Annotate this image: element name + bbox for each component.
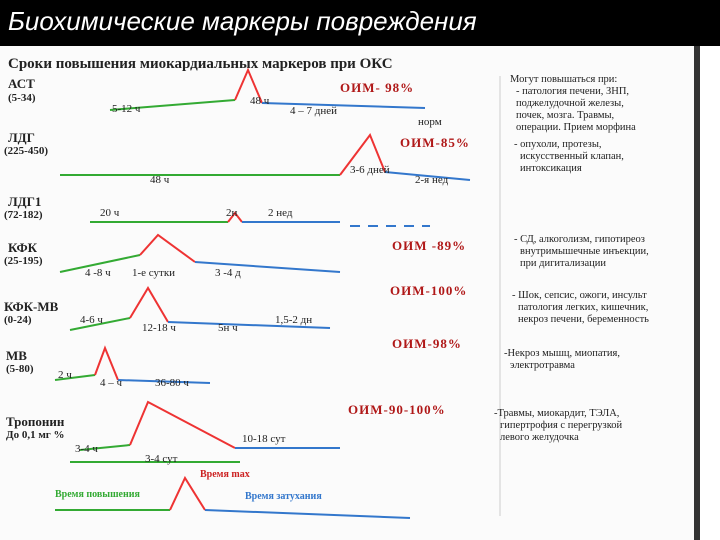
- legend-rise: Время повышения: [55, 489, 141, 500]
- decay: [167, 321, 331, 329]
- note-line: некроз печени, беременность: [518, 314, 649, 325]
- rise: [109, 99, 236, 111]
- time-label: 48 ч: [250, 95, 270, 107]
- marker-name: КФК-МВ: [4, 299, 59, 314]
- note-line: -Травмы, миокардит, ТЭЛА,: [494, 408, 619, 419]
- time-label: норм: [418, 116, 442, 128]
- marker-name: Тропонин: [6, 414, 65, 429]
- decay: [261, 102, 426, 109]
- time-label: 36-80 ч: [155, 377, 189, 389]
- oim-label: ОИМ-85%: [400, 135, 470, 150]
- time-label: 3-6 дней: [350, 164, 390, 176]
- note-line: при дигитализации: [520, 258, 606, 269]
- note-line: интоксикация: [520, 163, 582, 174]
- rise: [54, 374, 96, 381]
- note-line: левого желудочка: [500, 432, 579, 443]
- decay: [194, 261, 341, 273]
- legend-decay: Время затухания: [245, 491, 322, 502]
- marker-range: (5-34): [8, 92, 36, 104]
- time-label: 5н ч: [218, 322, 238, 334]
- note-line: - Шок, сепсис, ожоги, инсульт: [512, 290, 647, 301]
- edge: [694, 46, 700, 540]
- note-line: операции. Прием морфина: [516, 122, 636, 133]
- marker-name: АСТ: [8, 76, 35, 91]
- marker-range: (5-80): [6, 363, 34, 375]
- marker-range: До 0,1 мг %: [6, 429, 65, 441]
- time-label: 1,5-2 дн: [275, 314, 312, 326]
- note-line: почек, мозга. Травмы,: [516, 110, 614, 121]
- peak: [139, 233, 196, 263]
- legend-max: Время max: [200, 469, 250, 480]
- time-label: 2н: [226, 207, 238, 219]
- oim-label: ОИМ-100%: [390, 283, 467, 298]
- marker-range: (72-182): [4, 209, 43, 221]
- time-label: 4 -8 ч: [85, 267, 111, 279]
- oim-label: ОИМ- 98%: [340, 80, 414, 95]
- note-line: - СД, алкоголизм, гипотиреоз: [514, 234, 645, 245]
- peak: [169, 475, 206, 511]
- title: Биохимические маркеры повреждения: [8, 6, 477, 36]
- rise: [79, 444, 131, 451]
- marker-range: (25-195): [4, 255, 43, 267]
- note-line: - опухоли, протезы,: [514, 139, 602, 150]
- oim-label: ОИМ-98%: [392, 336, 462, 351]
- time-label: 2-я нед: [415, 174, 449, 186]
- marker-name: ЛДГ: [8, 130, 35, 145]
- time-label: 4 – 7 дней: [290, 105, 337, 117]
- peak: [94, 345, 119, 381]
- time-label: 20 ч: [100, 207, 120, 219]
- note-line: патология легких, кишечник,: [518, 302, 648, 313]
- diagram: Сроки повышения миокардиальных маркеров …: [0, 46, 700, 540]
- curves: [54, 67, 471, 519]
- peak: [129, 286, 169, 323]
- note-line: -Некроз мышц, миопатия,: [504, 348, 620, 359]
- decay: [204, 509, 411, 519]
- oim-label: ОИМ-90-100%: [348, 402, 446, 417]
- decay: [384, 171, 471, 181]
- marker-name: ЛДГ1: [8, 194, 41, 209]
- heading: Сроки повышения миокардиальных маркеров …: [8, 56, 393, 72]
- oim-label: ОИМ -89%: [392, 238, 466, 253]
- time-label: 10-18 сут: [242, 433, 286, 445]
- note-line: Могут повышаться при:: [510, 74, 617, 85]
- scan: [0, 46, 700, 540]
- note-line: поджелудочной железы,: [516, 98, 624, 109]
- decay: [117, 379, 211, 384]
- peak: [227, 211, 243, 223]
- peak: [234, 67, 263, 104]
- time-label: 3-4 сут: [145, 453, 178, 465]
- note-line: гипертрофия с перегрузкой: [500, 420, 623, 431]
- note-line: искусственный клапан,: [520, 151, 624, 162]
- header: Биохимические маркеры повреждения: [0, 0, 720, 46]
- marker-range: (0-24): [4, 314, 32, 326]
- time-label: 3 -4 д: [215, 267, 241, 279]
- time-label: 2 ч: [58, 369, 72, 381]
- marker-range: (225-450): [4, 145, 48, 157]
- rise: [69, 317, 131, 331]
- rise: [59, 254, 141, 273]
- note-line: - патология печени, ЗНП,: [516, 86, 629, 97]
- marker-name: КФК: [8, 240, 38, 255]
- time-label: 12-18 ч: [142, 322, 176, 334]
- time-label: 4-6 ч: [80, 314, 103, 326]
- time-label: 5-12 ч: [112, 103, 141, 115]
- peak: [129, 400, 236, 449]
- note-line: электротравма: [510, 360, 575, 371]
- peak: [339, 132, 386, 176]
- marker-name: МВ: [6, 348, 27, 363]
- time-label: 4 – ч: [100, 377, 123, 389]
- time-label: 48 ч: [150, 174, 170, 186]
- note-line: внутримышечные инъекции,: [520, 246, 649, 257]
- time-label: 1-е сутки: [132, 267, 175, 279]
- time-label: 3-4 ч: [75, 443, 98, 455]
- time-label: 2 нед: [268, 207, 293, 219]
